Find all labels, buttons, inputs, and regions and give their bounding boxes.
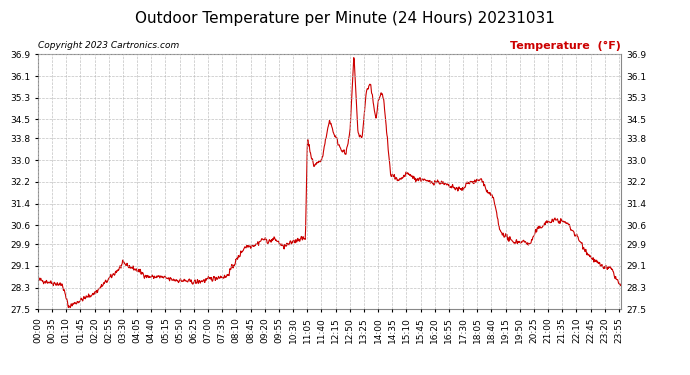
Text: Outdoor Temperature per Minute (24 Hours) 20231031: Outdoor Temperature per Minute (24 Hours… [135, 11, 555, 26]
Text: Copyright 2023 Cartronics.com: Copyright 2023 Cartronics.com [38, 41, 179, 50]
Text: Temperature  (°F): Temperature (°F) [510, 41, 621, 51]
